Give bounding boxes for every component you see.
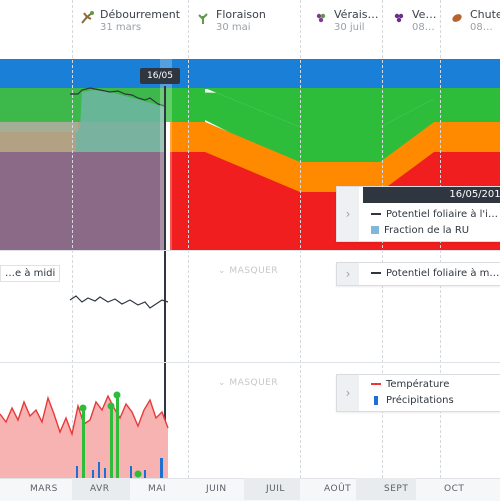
area-symbol-icon (371, 226, 379, 234)
flower-icon (196, 10, 210, 29)
panel3-legend: › Température Précipitations (336, 374, 500, 412)
weather-chart[interactable] (0, 362, 500, 478)
month-mai: MAI (148, 484, 167, 494)
panel3-hide-button[interactable]: ⌄ MASQUER (218, 378, 279, 388)
potential-line (70, 87, 166, 107)
stage-vendanges[interactable]: Ve… 08… (412, 8, 437, 33)
past-shade (160, 59, 172, 250)
midday-potential-chart[interactable] (0, 252, 500, 362)
midday-potential-line (69, 295, 169, 309)
irrigation-marker (134, 470, 142, 478)
month-aout: AOÛT (324, 484, 352, 494)
month-band (356, 478, 416, 500)
panel2-hide-button[interactable]: ⌄ MASQUER (218, 266, 279, 276)
precipitation-bar (116, 396, 119, 478)
month-sept: SEPT (384, 484, 409, 494)
gridline (72, 0, 73, 478)
legend-item-potential[interactable]: Potentiel foliaire à l'i… (371, 209, 498, 220)
panel1-legend: 16/05/2019 › Potentiel foliaire à l'i… F… (336, 186, 500, 242)
month-avr: AVR (90, 484, 110, 494)
month-band (72, 478, 130, 500)
band-purple (0, 152, 165, 250)
cursor-date-tag: 16/05 (140, 68, 180, 84)
bud-icon (80, 10, 94, 29)
grape-purple-icon (392, 10, 406, 29)
line-symbol-icon (371, 213, 381, 215)
panel2-title: …e à midi (0, 265, 61, 282)
month-juin: JUIN (206, 484, 227, 494)
panel2-legend: › Potentiel foliaire à m… (336, 262, 500, 286)
panel-divider (0, 362, 500, 363)
tooltip-date: 16/05/2019 (363, 187, 500, 203)
precipitation-bar (130, 466, 132, 478)
month-juil: JUIL (266, 484, 285, 494)
bar-symbol-icon (374, 395, 378, 405)
ru-fraction-area (76, 90, 165, 152)
irrigation-marker (107, 402, 115, 410)
precipitation-bar (92, 470, 94, 478)
precipitation-bar (160, 458, 163, 478)
stage-floraison[interactable]: Floraison 30 mai (216, 8, 266, 33)
legend-item-midday[interactable]: Potentiel foliaire à m… (371, 268, 499, 279)
stage-veraison[interactable]: Vérais… 30 juil (334, 8, 379, 33)
band-blue (0, 59, 500, 89)
gridline (300, 0, 301, 478)
precipitation-bar (104, 468, 106, 478)
line-symbol-icon (371, 272, 381, 274)
legend-item-temperature[interactable]: Température (371, 379, 449, 390)
stage-debourrement[interactable]: Débourrement 31 mars (100, 8, 181, 33)
gridline (188, 0, 189, 478)
grape-icon (314, 10, 328, 29)
month-mars: MARS (30, 484, 58, 494)
expand-legend-button[interactable]: › (337, 375, 359, 411)
precipitation-bar (144, 470, 146, 478)
legend-item-ru[interactable]: Fraction de la RU (371, 225, 469, 236)
expand-legend-button[interactable]: › (337, 263, 359, 285)
irrigation-marker (113, 391, 121, 399)
expand-legend-button[interactable]: › (337, 187, 359, 241)
month-band (244, 478, 300, 500)
line-symbol-icon (371, 383, 381, 385)
precipitation-bar (110, 406, 113, 478)
falling-leaf-icon (450, 10, 464, 29)
panel-divider (0, 250, 500, 251)
month-oct: OCT (444, 484, 465, 494)
ru-fraction-area-low (0, 122, 78, 132)
stage-chute-feuilles[interactable]: Chute…08… (470, 8, 500, 33)
legend-item-precipitation[interactable]: Précipitations (371, 395, 454, 406)
precipitation-bar (98, 462, 100, 478)
irrigation-marker (79, 404, 87, 412)
precipitation-bar (82, 408, 85, 478)
precipitation-bar (76, 466, 78, 478)
time-cursor[interactable] (164, 86, 166, 478)
